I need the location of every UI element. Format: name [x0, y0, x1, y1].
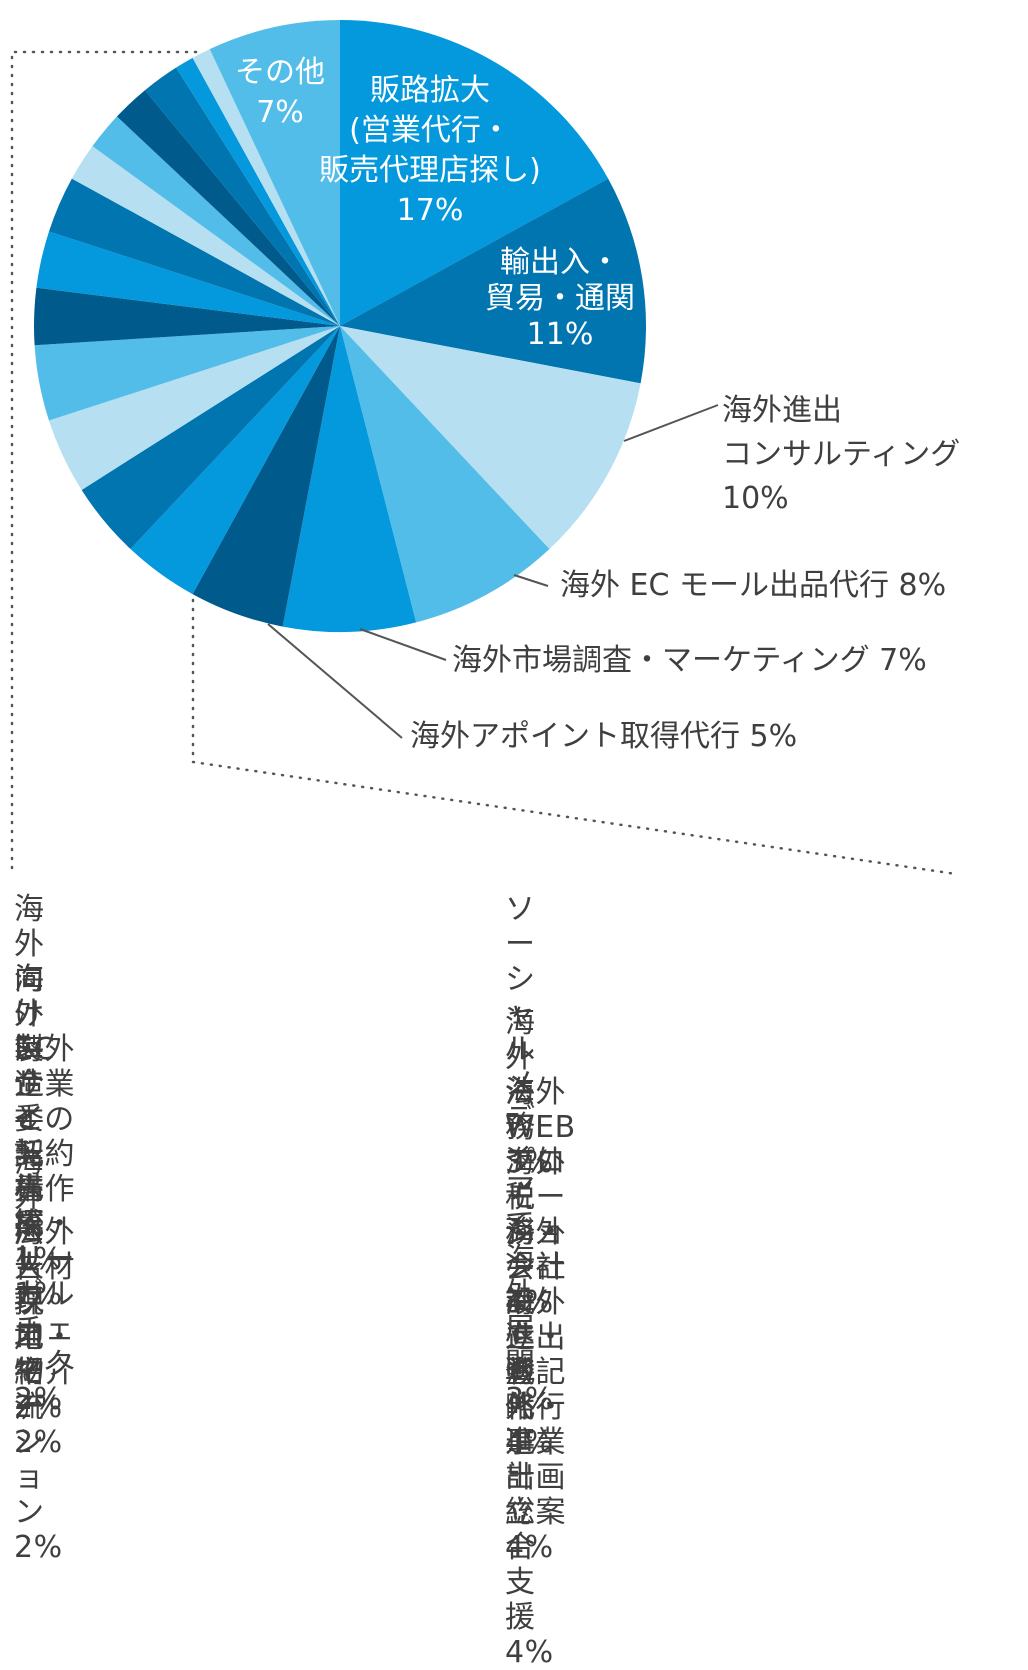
pie-slice — [81, 326, 340, 550]
leader-line — [267, 623, 403, 739]
pie-slice — [71, 146, 340, 326]
legend-item: 海外税務・会計 4% — [505, 1145, 566, 1320]
slice-label: 海外市場調査・マーケティング 7% — [452, 643, 927, 678]
legend-item: 海外 WEB プロモーション 3% — [505, 1075, 576, 1320]
pie-slice — [340, 326, 550, 623]
pie-slice — [282, 326, 417, 633]
slice-label: 海外アポイント取得代行 5% — [410, 719, 797, 754]
pie-slice — [192, 326, 340, 627]
slice-label: 販路拡大(営業代行・販売代理店探し) 17% — [319, 73, 541, 228]
leader-lines — [10, 50, 958, 876]
legend-item: 現地物流 2% — [14, 1285, 63, 1460]
pie-slice — [34, 326, 340, 421]
pie-slice — [36, 231, 340, 326]
pie-slice — [33, 287, 340, 346]
pie-slice — [192, 49, 340, 327]
leader-line — [513, 574, 549, 587]
legend-item: 海外企業との契約書作成・ リーガルチェック 2% — [14, 1032, 75, 1417]
pie-slice — [116, 90, 340, 326]
slice-label: 海外進出コンサルティング 10% — [722, 393, 960, 516]
legend-item: 海外進出総合支援 4% — [505, 1355, 554, 1670]
legend-item: 海外人材採用・紹介 2% — [14, 1215, 75, 1425]
leader-line — [359, 628, 447, 661]
slice-label: 海外 EC モール出品代行 8% — [560, 568, 946, 603]
legend-item: 海外法務 3% — [505, 1005, 554, 1180]
leader-line — [623, 404, 719, 442]
pie-slice — [48, 326, 340, 490]
pie-slice — [92, 116, 340, 326]
pie-slice — [209, 19, 340, 326]
pie-slice — [176, 57, 340, 326]
legend-item: 海外向け EC サイト構築 1% — [14, 892, 63, 1277]
pie-chart: 販路拡大(営業代行・販売代理店探し) 17% 輸出入・貿易・通関 11% 海外進出コンサ… — [10, 19, 960, 876]
pie-slice — [48, 178, 340, 326]
slice-labels: 販路拡大(営業代行・販売代理店探し) 17% 輸出入・貿易・通関 11% 海外進出コンサ… — [235, 55, 960, 754]
dotted-connector — [10, 50, 198, 872]
legend-item: 海外製造委託先探し 1% — [14, 962, 63, 1312]
pie-slice — [130, 326, 340, 595]
slice-label: 輸出入・貿易・通関 11% — [485, 245, 635, 352]
dotted-connector — [191, 598, 958, 876]
pie-slices — [33, 19, 647, 633]
pie-slice — [340, 19, 609, 326]
pie-slice — [340, 178, 647, 384]
slice-label: その他 7% — [235, 55, 325, 130]
pie-slice — [144, 67, 340, 326]
pie-slice — [340, 326, 641, 550]
